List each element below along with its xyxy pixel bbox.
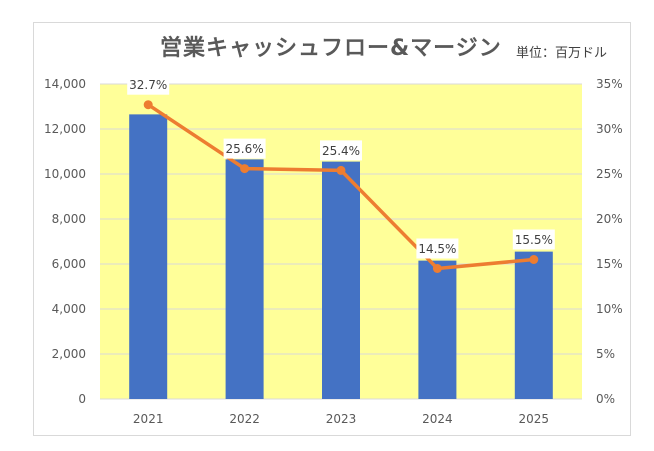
- x-axis-tick-label: 2025: [519, 412, 550, 426]
- bar: [514, 251, 553, 399]
- right-axis-tick-label: 5%: [596, 347, 615, 361]
- x-axis-tick-label: 2023: [326, 412, 357, 426]
- data-labels: 32.7% 25.6% 25.4% 14.5% 15.5%: [127, 74, 555, 259]
- bar: [322, 161, 360, 399]
- right-axis-tick-label: 15%: [596, 257, 623, 271]
- bar: [225, 159, 264, 399]
- data-label: 32.7%: [129, 78, 167, 92]
- right-axis-tick-label: 10%: [596, 302, 623, 316]
- data-label-box: [223, 138, 266, 159]
- right-axis-tick-label: 35%: [596, 77, 623, 91]
- bar: [418, 260, 457, 399]
- data-label: 25.4%: [322, 144, 360, 158]
- line-point: [529, 255, 539, 264]
- unit-label: 単位：百万ドル: [516, 46, 608, 61]
- data-label: 25.6%: [226, 142, 264, 156]
- data-label: 14.5%: [418, 242, 456, 256]
- chart-title: 営業キャッシュフロー&マージン: [160, 36, 502, 61]
- bar-series: [129, 114, 553, 399]
- left-axis-tick-label: 2,000: [52, 347, 86, 361]
- left-axis-ticks: 0 2,000 4,000 6,000 8,000 10,000 12,000 14,000: [44, 77, 86, 406]
- data-label: 15.5%: [515, 233, 553, 247]
- right-axis-tick-label: 0%: [596, 392, 615, 406]
- line-point: [432, 264, 442, 273]
- left-axis-tick-label: 4,000: [52, 302, 86, 316]
- line-point: [336, 165, 346, 175]
- line-point: [143, 100, 153, 110]
- bar: [129, 114, 168, 399]
- left-axis-tick-label: 14,000: [44, 77, 86, 91]
- line-series: [143, 100, 539, 273]
- right-axis-tick-label: 30%: [596, 122, 623, 136]
- right-axis-tick-label: 20%: [596, 212, 623, 226]
- right-axis-tick-label: 25%: [596, 167, 623, 181]
- data-label-box: [512, 229, 555, 250]
- left-axis-tick-label: 8,000: [52, 212, 86, 226]
- data-label-box: [416, 238, 459, 259]
- left-axis-tick-label: 12,000: [44, 122, 86, 136]
- left-axis-tick-label: 0: [78, 392, 86, 406]
- x-axis-tick-label: 2024: [422, 412, 453, 426]
- x-axis-ticks: 2021 2022 2023 2024 2025: [133, 412, 549, 426]
- right-axis-ticks: 0% 5% 10% 15% 20% 25% 30% 35%: [596, 77, 623, 406]
- left-axis-tick-label: 10,000: [44, 167, 86, 181]
- data-label-box: [127, 74, 170, 95]
- x-axis-tick-label: 2022: [229, 412, 260, 426]
- line-point: [240, 164, 250, 174]
- left-axis-tick-label: 6,000: [52, 257, 86, 271]
- x-axis-tick-label: 2021: [133, 412, 164, 426]
- data-label-box: [320, 140, 362, 161]
